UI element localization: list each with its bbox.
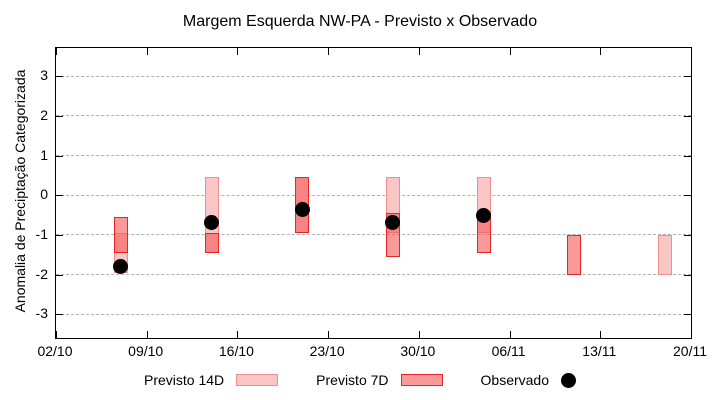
x-tick-label: 02/10 <box>37 343 73 359</box>
y-tick-label: 0 <box>40 186 48 203</box>
forecast-7d-bar <box>113 217 128 253</box>
legend-swatch-14d <box>236 374 279 386</box>
x-tick-bottom <box>146 331 148 338</box>
y-tick-left <box>56 76 63 78</box>
x-tick-bottom <box>509 331 511 338</box>
x-tick-top <box>237 48 239 55</box>
x-tick-top <box>146 48 148 55</box>
x-tick-top <box>509 48 511 55</box>
x-tick-top <box>328 48 330 55</box>
x-tick-label: 13/11 <box>582 343 617 359</box>
y-tick-right <box>684 195 691 197</box>
forecast-7d-bar <box>204 232 219 253</box>
y-tick-left <box>56 155 63 157</box>
observed-dot <box>113 259 129 275</box>
y-tick-left <box>56 195 63 197</box>
legend-item-observado: Observado <box>481 372 576 388</box>
y-tick-right <box>684 76 691 78</box>
x-tick-label: 09/10 <box>128 343 164 359</box>
legend-item-previsto-14d: Previsto 14D <box>144 372 279 388</box>
observed-dot <box>204 215 219 231</box>
chart-title: Margem Esquerda NW-PA - Previsto x Obser… <box>182 13 538 30</box>
legend-label-observado: Observado <box>480 372 549 388</box>
y-tick-left <box>56 314 63 316</box>
y-tick-right <box>684 115 691 117</box>
x-tick-bottom <box>600 331 602 338</box>
legend-swatch-7d <box>400 374 443 386</box>
y-tick-right <box>684 234 691 236</box>
x-tick-bottom <box>691 331 692 338</box>
forecast-7d-bar <box>567 234 582 275</box>
x-tick-bottom <box>237 331 239 338</box>
y-tick-right <box>684 274 691 276</box>
x-tick-top <box>418 48 420 55</box>
x-tick-label: 16/10 <box>218 343 254 359</box>
x-tick-top <box>56 48 57 55</box>
grid-line <box>56 194 691 196</box>
observed-dot <box>476 207 492 223</box>
grid-line <box>56 274 691 276</box>
grid-line <box>56 234 691 236</box>
y-tick-label: 1 <box>40 146 48 163</box>
x-tick-label: 30/10 <box>400 343 436 359</box>
x-tick-label: 06/11 <box>491 343 526 359</box>
x-tick-bottom <box>328 331 330 338</box>
x-tick-top <box>691 48 692 55</box>
y-tick-left <box>56 115 63 117</box>
y-tick-label: 3 <box>40 67 48 84</box>
legend-swatch-observado <box>561 372 576 388</box>
y-tick-left <box>56 234 63 236</box>
observed-dot <box>294 201 310 217</box>
y-tick-right <box>684 314 691 316</box>
x-tick-label: 20/11 <box>673 343 707 359</box>
legend-label-previsto-7d: Previsto 7D <box>316 372 389 388</box>
y-tick-label: -1 <box>35 225 48 242</box>
x-tick-bottom <box>418 331 420 338</box>
legend: Previsto 14D Previsto 7D Observado <box>0 372 720 388</box>
x-tick-bottom <box>56 331 57 338</box>
forecast-14d-bar <box>658 234 673 275</box>
grid-line <box>56 313 691 315</box>
grid-line <box>56 115 691 117</box>
legend-item-previsto-7d: Previsto 7D <box>316 372 443 388</box>
plot-area <box>55 47 692 339</box>
grid-line <box>56 155 691 156</box>
grid-line <box>56 75 691 77</box>
x-tick-top <box>600 48 602 55</box>
legend-label-previsto-14d: Previsto 14D <box>144 372 225 388</box>
observed-dot <box>385 215 401 231</box>
y-tick-right <box>684 155 691 157</box>
y-tick-label: -2 <box>35 265 48 282</box>
x-tick-label: 23/10 <box>309 343 345 359</box>
y-tick-label: -3 <box>35 305 48 322</box>
y-tick-label: 2 <box>40 106 48 123</box>
y-tick-left <box>56 274 63 276</box>
